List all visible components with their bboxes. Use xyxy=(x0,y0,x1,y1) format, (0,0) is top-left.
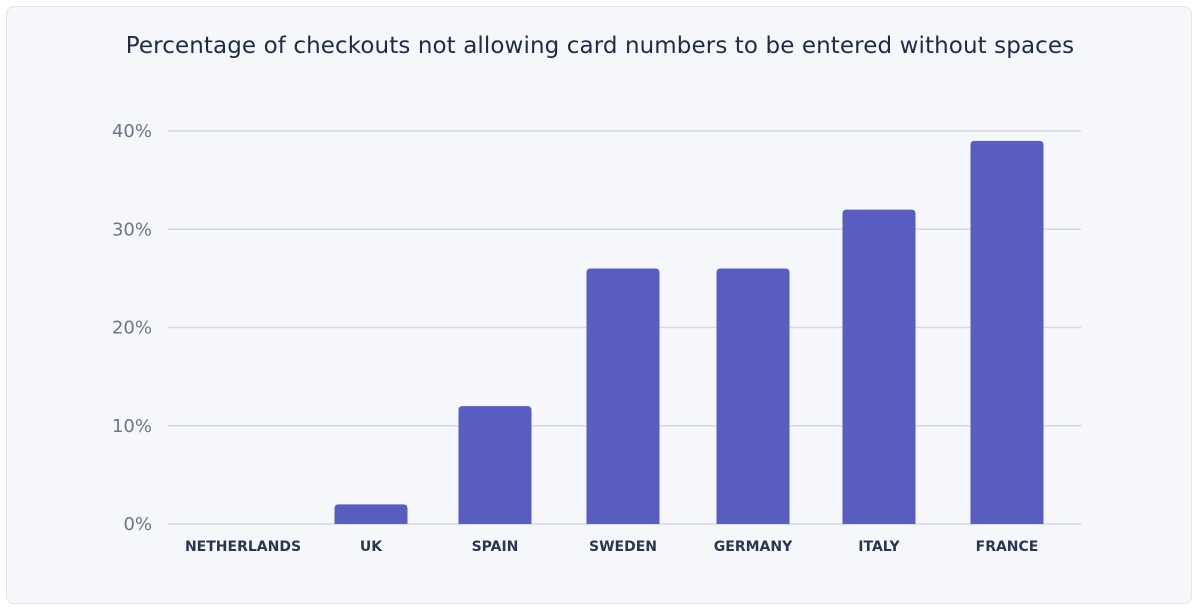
x-tick-label: UK xyxy=(360,539,383,555)
x-tick-label: ITALY xyxy=(858,539,900,555)
y-axis-ticks: 0% 10% 20% 30% 40% xyxy=(112,121,152,535)
x-tick-label: SWEDEN xyxy=(589,539,657,555)
bar-spain xyxy=(458,406,532,524)
bar-uk xyxy=(334,504,408,524)
y-tick-label: 40% xyxy=(112,121,152,142)
chart-title: Percentage of checkouts not allowing car… xyxy=(125,33,1075,59)
y-tick-label: 20% xyxy=(112,318,152,339)
bar-sweden xyxy=(586,268,660,524)
bar-france xyxy=(970,140,1044,524)
x-tick-label: FRANCE xyxy=(976,539,1039,555)
x-tick-label: SPAIN xyxy=(472,539,519,555)
bar-germany xyxy=(716,268,790,524)
x-axis-ticks: NETHERLANDS UK SPAIN SWEDEN GERMANY ITALY FRAN… xyxy=(185,539,1038,555)
y-tick-label: 10% xyxy=(112,416,152,437)
x-tick-label: NETHERLANDS xyxy=(185,539,301,555)
y-tick-label: 30% xyxy=(112,219,152,240)
y-tick-label: 0% xyxy=(123,514,152,535)
bars xyxy=(334,140,1044,524)
x-tick-label: GERMANY xyxy=(714,539,793,555)
bar-italy xyxy=(842,209,916,524)
